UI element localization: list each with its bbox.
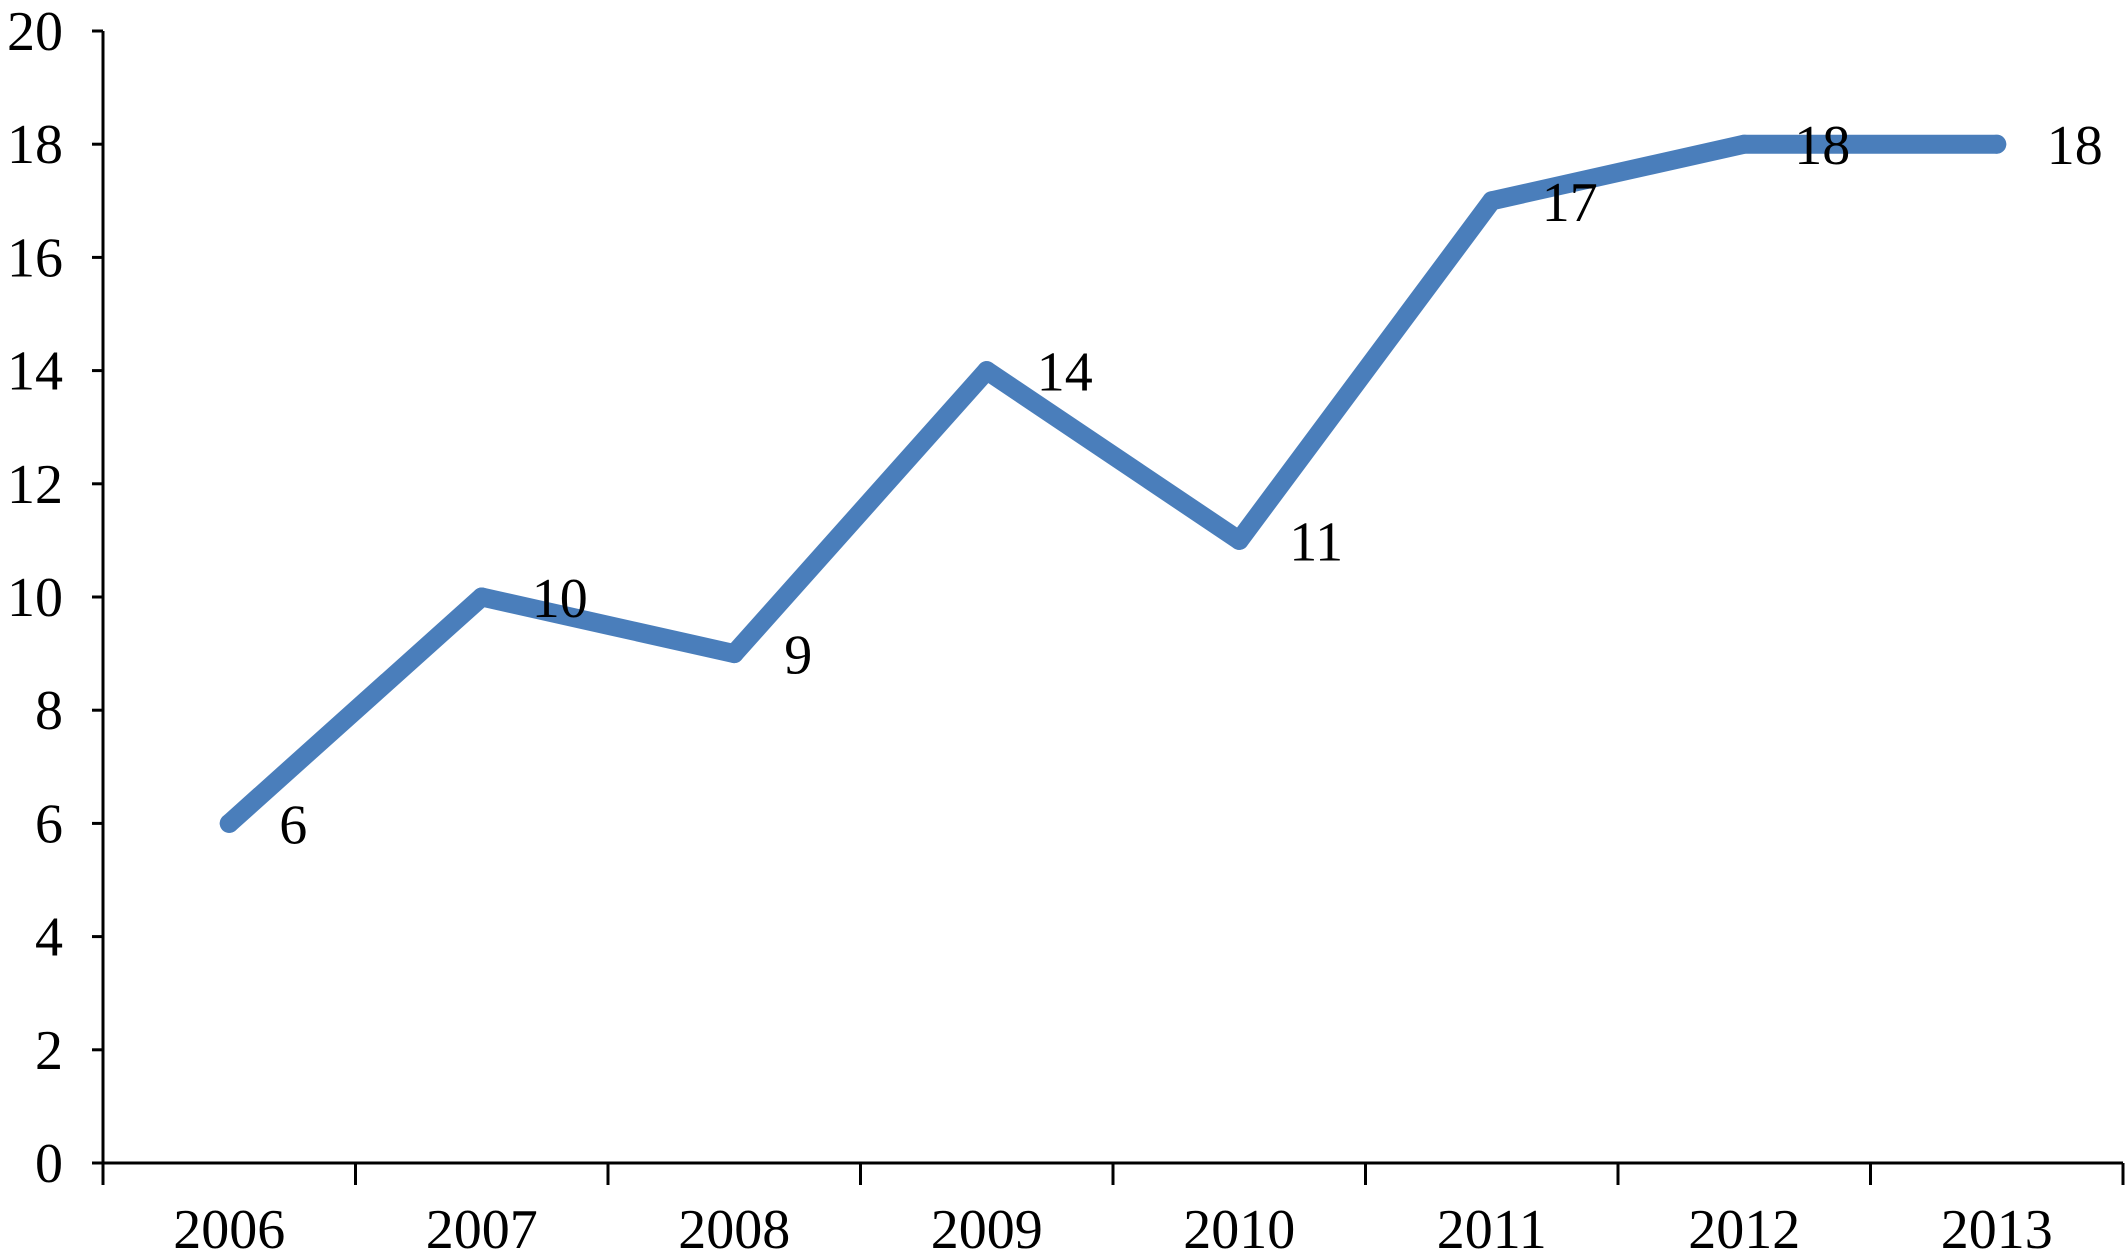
y-tick-label: 20 [7, 1, 63, 63]
x-tick-label: 2007 [426, 1199, 538, 1259]
y-tick-label: 10 [7, 567, 63, 629]
data-label: 6 [279, 794, 307, 856]
y-tick-label: 18 [7, 114, 63, 176]
x-tick-label: 2013 [1941, 1199, 2053, 1259]
y-axis: 0 2 4 6 8 10 12 14 16 18 20 [7, 1, 105, 1195]
y-tick-label: 0 [35, 1133, 63, 1195]
series-layer [219, 134, 2007, 833]
y-tick-label: 16 [7, 227, 63, 289]
y-tick-label: 12 [7, 454, 63, 516]
y-tick-label: 6 [35, 793, 63, 855]
x-tick-label: 2009 [931, 1199, 1043, 1259]
x-tick-label: 2011 [1437, 1199, 1547, 1259]
data-point [1987, 134, 2007, 154]
data-point [472, 587, 492, 607]
data-label: 17 [1542, 172, 1598, 234]
y-tick-label: 8 [35, 680, 63, 742]
data-label: 9 [784, 625, 812, 687]
y-tick-label: 4 [35, 907, 63, 969]
data-label: 14 [1037, 342, 1093, 404]
data-label: 10 [532, 568, 588, 630]
x-tick-label: 2010 [1183, 1199, 1295, 1259]
y-tick-label: 2 [35, 1020, 63, 1082]
data-point [1229, 530, 1249, 550]
data-label: 11 [1289, 511, 1343, 573]
x-tick-label: 2012 [1688, 1199, 1800, 1259]
x-axis: 2006 2007 2008 2009 2010 2011 2012 2013 [101, 1161, 2125, 1259]
x-tick-label: 2008 [678, 1199, 790, 1259]
data-label: 18 [1794, 115, 1850, 177]
data-point [977, 361, 997, 381]
data-point [1734, 134, 1754, 154]
data-label: 18 [2047, 115, 2103, 177]
x-tick-label: 2006 [173, 1199, 285, 1259]
data-point [1482, 191, 1502, 211]
data-point [219, 813, 239, 833]
series-line [219, 134, 2007, 833]
y-tick-label: 14 [7, 341, 63, 403]
data-labels: 6 10 9 14 11 17 18 18 [279, 115, 2103, 856]
data-point [724, 644, 744, 664]
